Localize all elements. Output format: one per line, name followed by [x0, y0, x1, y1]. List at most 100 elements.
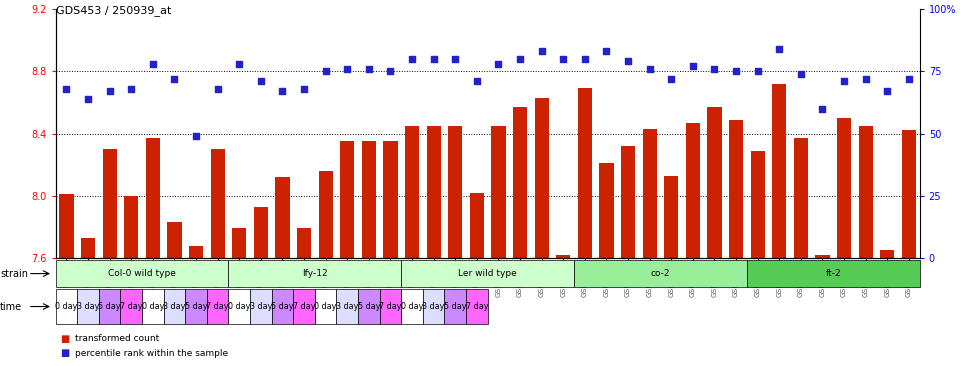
Bar — [146, 138, 160, 258]
Bar — [405, 126, 420, 258]
Point — [81, 96, 96, 102]
Bar — [901, 130, 916, 258]
Text: lfy-12: lfy-12 — [302, 269, 327, 278]
Bar — [685, 123, 700, 258]
Bar — [621, 146, 636, 258]
Point — [124, 86, 139, 92]
Point — [145, 61, 160, 67]
Bar — [599, 163, 613, 258]
Bar — [556, 255, 570, 258]
Point — [772, 46, 787, 52]
Bar — [772, 84, 786, 258]
Bar — [747, 260, 920, 287]
Bar — [124, 196, 138, 258]
Point — [188, 133, 204, 139]
Bar — [167, 222, 181, 258]
Bar — [469, 193, 484, 258]
Text: co-2: co-2 — [651, 269, 670, 278]
Bar — [362, 141, 376, 258]
Bar — [574, 260, 747, 287]
Point — [901, 76, 917, 82]
Point — [599, 49, 614, 55]
Bar — [251, 289, 272, 324]
Bar — [163, 289, 185, 324]
Text: ft-2: ft-2 — [826, 269, 841, 278]
Bar — [858, 126, 873, 258]
Bar — [380, 289, 401, 324]
Bar — [664, 176, 679, 258]
Text: 0 day: 0 day — [401, 302, 423, 311]
Bar — [189, 246, 204, 258]
Point — [469, 78, 485, 84]
Point — [685, 63, 701, 69]
Point — [275, 88, 290, 94]
Bar — [185, 289, 207, 324]
Point — [663, 76, 679, 82]
Point — [253, 78, 269, 84]
Bar — [337, 289, 358, 324]
Bar — [340, 141, 354, 258]
Bar — [207, 289, 228, 324]
Point — [59, 86, 74, 92]
Bar — [426, 126, 441, 258]
Bar — [99, 289, 121, 324]
Bar — [358, 289, 380, 324]
Bar — [729, 120, 743, 258]
Text: 3 day: 3 day — [336, 302, 358, 311]
Point — [620, 59, 636, 64]
Point — [707, 66, 722, 72]
Point — [426, 56, 442, 62]
Text: 7 day: 7 day — [120, 302, 142, 311]
Bar — [253, 207, 268, 258]
Text: 3 day: 3 day — [163, 302, 185, 311]
Bar — [708, 107, 722, 258]
Text: 3 day: 3 day — [422, 302, 444, 311]
Point — [750, 68, 765, 74]
Point — [231, 61, 247, 67]
Text: 5 day: 5 day — [358, 302, 380, 311]
Text: Ler wild type: Ler wild type — [458, 269, 517, 278]
Bar — [815, 255, 829, 258]
Text: 0 day: 0 day — [228, 302, 251, 311]
Text: ■: ■ — [60, 348, 70, 358]
Bar — [319, 171, 333, 258]
Point — [404, 56, 420, 62]
Text: 7 day: 7 day — [466, 302, 488, 311]
Point — [815, 106, 830, 112]
Text: percentile rank within the sample: percentile rank within the sample — [75, 349, 228, 358]
Text: 5 day: 5 day — [185, 302, 207, 311]
Bar — [81, 238, 95, 258]
Text: 0 day: 0 day — [56, 302, 78, 311]
Text: 5 day: 5 day — [272, 302, 294, 311]
Text: 0 day: 0 day — [315, 302, 337, 311]
Text: 5 day: 5 day — [99, 302, 121, 311]
Bar — [294, 289, 315, 324]
Text: 7 day: 7 day — [379, 302, 401, 311]
Bar — [60, 194, 74, 258]
Bar — [467, 289, 488, 324]
Text: 3 day: 3 day — [250, 302, 272, 311]
Point — [297, 86, 312, 92]
Bar — [448, 126, 463, 258]
Bar — [121, 289, 142, 324]
Bar — [751, 151, 765, 258]
Text: 7 day: 7 day — [206, 302, 228, 311]
Bar — [276, 177, 290, 258]
Point — [879, 88, 895, 94]
Text: 5 day: 5 day — [444, 302, 467, 311]
Bar — [297, 228, 311, 258]
Text: transformed count: transformed count — [75, 334, 159, 343]
Point — [318, 68, 333, 74]
Text: 3 day: 3 day — [77, 302, 99, 311]
Bar — [77, 289, 99, 324]
Text: strain: strain — [0, 269, 28, 279]
Text: 7 day: 7 day — [293, 302, 315, 311]
Bar — [444, 289, 467, 324]
Text: GDS453 / 250939_at: GDS453 / 250939_at — [56, 5, 171, 16]
Bar — [880, 250, 895, 258]
Text: time: time — [0, 302, 22, 311]
Point — [534, 49, 549, 55]
Point — [858, 76, 874, 82]
Bar — [272, 289, 294, 324]
Bar — [535, 98, 549, 258]
